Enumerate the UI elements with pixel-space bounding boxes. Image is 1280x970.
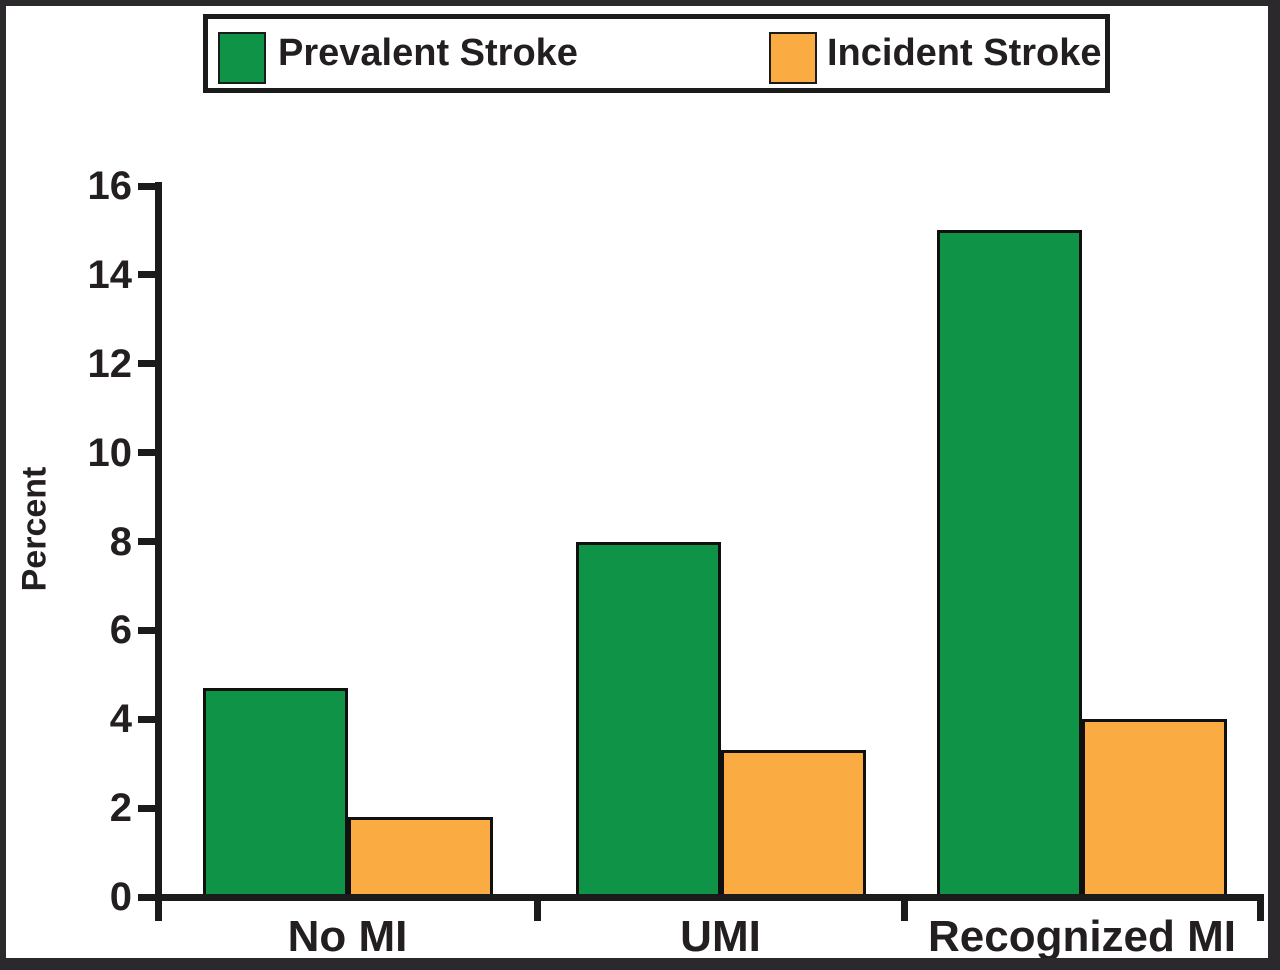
bar-incident-stroke-umi <box>720 750 866 901</box>
legend-label-prevalent-stroke: Prevalent Stroke <box>278 32 578 74</box>
y-tick <box>137 804 155 812</box>
bar-prevalent-stroke-umi <box>575 541 721 901</box>
x-tick <box>154 897 162 921</box>
x-tick <box>1256 897 1264 921</box>
y-tick <box>137 360 155 368</box>
x-category-label: No MI <box>287 912 408 961</box>
y-tick <box>137 449 155 457</box>
x-axis-line <box>154 893 1264 901</box>
x-tick <box>900 897 908 921</box>
bar-prevalent-stroke-recognized-mi <box>937 230 1082 901</box>
bar-incident-stroke-no-mi <box>347 817 493 901</box>
y-tick <box>137 715 155 723</box>
x-tick <box>533 897 541 921</box>
legend-swatch-prevalent-stroke <box>218 32 266 84</box>
y-tick-label: 0 <box>109 875 132 919</box>
x-category-label: UMI <box>680 912 761 961</box>
y-tick-label: 16 <box>87 164 133 208</box>
legend: Prevalent Stroke Incident Stroke <box>203 14 1110 93</box>
y-tick-label: 10 <box>87 430 133 475</box>
plot-area: No MI UMI Recognized MI 0 2 4 6 8 10 12 14 16 <box>6 6 1268 958</box>
x-category-label: Recognized MI <box>927 912 1237 961</box>
y-tick <box>137 182 155 190</box>
y-tick-label: 14 <box>87 252 133 297</box>
bar-incident-stroke-recognized-mi <box>1082 719 1227 901</box>
y-tick-label: 6 <box>109 608 132 653</box>
y-tick <box>137 893 155 901</box>
y-tick-label: 12 <box>87 341 133 386</box>
y-tick-label: 8 <box>109 519 132 564</box>
y-tick-label: 2 <box>109 786 132 831</box>
bar-prevalent-stroke-no-mi <box>202 688 348 901</box>
legend-swatch-incident-stroke <box>769 32 817 84</box>
legend-label-incident-stroke: Incident Stroke <box>827 32 1102 74</box>
y-tick <box>137 271 155 279</box>
y-tick <box>137 626 155 634</box>
y-tick <box>137 538 155 545</box>
y-tick-label: 4 <box>109 697 132 742</box>
y-axis-line <box>154 182 162 921</box>
